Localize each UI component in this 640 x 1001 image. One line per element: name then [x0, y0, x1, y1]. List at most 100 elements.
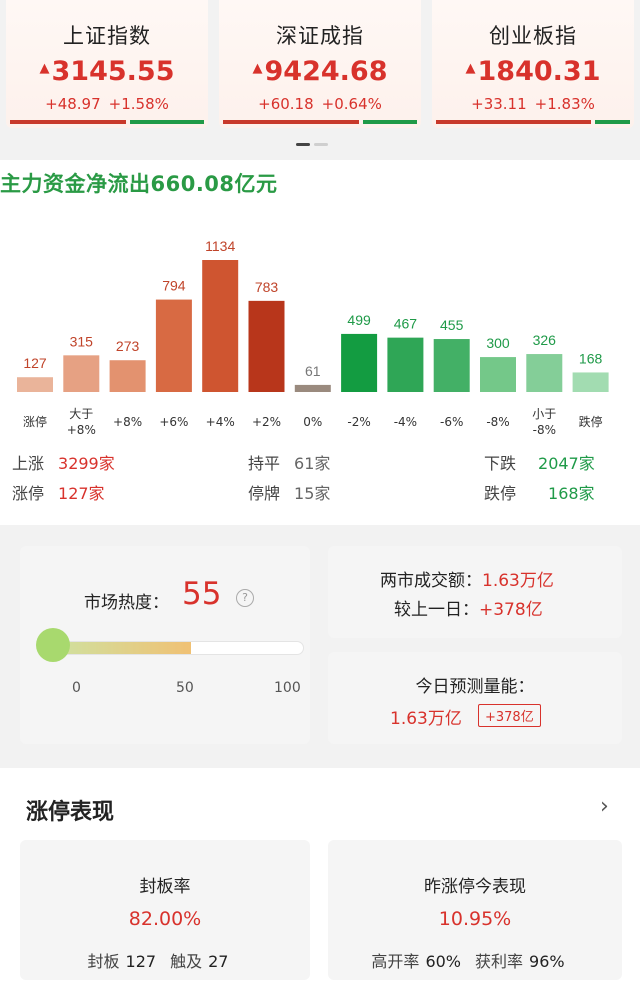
net-flow-title: 主力资金净流出660.08亿元 — [0, 172, 278, 196]
bar-9 — [433, 339, 470, 392]
category-label: -6% — [440, 415, 463, 429]
bar-value-label: 61 — [305, 363, 321, 379]
category-label: -8% — [533, 423, 556, 437]
limit-up-panel: 涨停表现 › 封板率 82.00% 封板 127 触及 27 昨涨停今表现 10.95… — [0, 768, 640, 1001]
breadth-bar — [10, 120, 204, 124]
turnover-row: 两市成交额：1.63万亿 — [380, 571, 554, 591]
index-changes: +48.97 +1.58% — [45, 95, 169, 113]
bar-4 — [202, 260, 239, 392]
stat-limit-down: 跌停 168家 — [484, 484, 595, 503]
index-name: 创业板指 — [489, 24, 577, 48]
prediction-badge: +378亿 — [478, 704, 541, 727]
breadth-bar — [436, 120, 630, 124]
category-label: +8% — [67, 423, 96, 437]
distribution-panel: 主力资金净流出660.08亿元 127 涨停 315 大于 +8% 273 +8% 794 +6… — [0, 160, 640, 525]
index-name: 上证指数 — [63, 24, 151, 48]
gauge-tick: 0 — [72, 680, 81, 696]
card-title: 昨涨停今表现 — [424, 877, 526, 897]
bar-11 — [526, 354, 563, 392]
yesterday-limit-up-card[interactable]: 昨涨停今表现 10.95% 高开率 60% 获利率 96% — [328, 840, 622, 980]
bar-value-label: 467 — [394, 316, 418, 332]
category-label: +4% — [206, 415, 235, 429]
bar-3 — [155, 299, 192, 392]
index-changes: +60.18 +0.64% — [258, 95, 382, 113]
bar-6 — [294, 384, 331, 392]
index-changes: +33.11 +1.83% — [471, 95, 595, 113]
market-heat-card[interactable]: 市场热度： 55 ? 0 50 100 — [20, 546, 310, 744]
category-label: +6% — [159, 415, 188, 429]
bar-2 — [109, 360, 146, 392]
index-cards: 上证指数 ▲3145.55 +48.97 +1.58% 深证成指 ▲9424.68… — [0, 0, 640, 135]
breadth-bar — [223, 120, 417, 124]
seal-rate-card[interactable]: 封板率 82.00% 封板 127 触及 27 — [20, 840, 310, 980]
category-label: +8% — [113, 415, 142, 429]
index-card-sz[interactable]: 深证成指 ▲9424.68 +60.18 +0.64% — [219, 0, 421, 128]
category-label: 跌停 — [579, 414, 603, 429]
category-label: +2% — [252, 415, 281, 429]
index-card-cyb[interactable]: 创业板指 ▲1840.31 +33.11 +1.83% — [432, 0, 634, 128]
index-value: ▲9424.68 — [252, 56, 388, 87]
carousel-dot[interactable] — [296, 143, 310, 146]
category-label: 0% — [303, 415, 322, 429]
bar-12 — [572, 372, 609, 392]
bar-value-label: 794 — [162, 278, 186, 294]
bar-10 — [480, 357, 516, 392]
heat-gauge-track — [54, 641, 304, 655]
gauge-tick: 50 — [176, 680, 194, 696]
help-icon[interactable]: ? — [236, 589, 254, 607]
category-label: 小于 — [532, 407, 556, 421]
heat-gauge-fill — [55, 642, 191, 654]
bar-value-label: 783 — [255, 279, 279, 295]
category-label: 大于 — [69, 407, 93, 421]
index-value: ▲1840.31 — [465, 56, 601, 87]
bar-value-label: 1134 — [205, 238, 235, 254]
heat-title: 市场热度： — [84, 593, 169, 613]
stat-flat: 持平 61家 — [248, 454, 331, 473]
carousel-dot[interactable] — [314, 143, 328, 146]
up-arrow-icon: ▲ — [39, 61, 50, 76]
prediction-title: 今日预测量能： — [415, 677, 535, 697]
bar-value-label: 273 — [116, 338, 140, 354]
bar-8 — [387, 337, 424, 392]
card-value: 82.00% — [128, 908, 202, 930]
section-title: 涨停表现 — [26, 800, 115, 825]
category-label: 涨停 — [23, 414, 47, 429]
index-value: ▲3145.55 — [39, 56, 175, 87]
stat-down: 下跌 2047家 — [484, 454, 595, 473]
stat-limit-up: 涨停 127家 — [12, 484, 105, 503]
card-title: 封板率 — [139, 877, 191, 897]
bar-0 — [17, 377, 53, 392]
bar-value-label: 315 — [70, 333, 94, 349]
bar-value-label: 168 — [579, 350, 603, 366]
bar-value-label: 300 — [486, 335, 510, 351]
bar-value-label: 499 — [347, 312, 371, 328]
stat-up: 上涨 3299家 — [12, 454, 115, 473]
bar-value-label: 455 — [440, 317, 464, 333]
prediction-value: 1.63万亿 — [390, 709, 462, 729]
card-breakdown: 封板 127 触及 27 — [87, 952, 229, 971]
bar-value-label: 326 — [533, 332, 557, 348]
turnover-change-row: 较上一日：+378亿 — [394, 600, 543, 620]
gauge-knob-icon — [36, 628, 70, 662]
chevron-right-icon[interactable]: › — [600, 794, 609, 819]
index-card-sh[interactable]: 上证指数 ▲3145.55 +48.97 +1.58% — [6, 0, 208, 128]
stat-suspend: 停牌 15家 — [248, 484, 331, 503]
carousel-dots[interactable] — [296, 143, 328, 146]
turnover-card[interactable]: 两市成交额：1.63万亿 较上一日：+378亿 — [328, 546, 622, 638]
bar-7 — [341, 333, 378, 392]
category-label: -8% — [486, 415, 509, 429]
bar-5 — [248, 300, 285, 392]
category-label: -4% — [394, 415, 417, 429]
heat-value: 55 — [182, 576, 222, 612]
up-arrow-icon: ▲ — [252, 61, 263, 76]
category-label: -2% — [347, 415, 370, 429]
card-value: 10.95% — [438, 908, 512, 930]
card-breakdown: 高开率 60% 获利率 96% — [371, 952, 565, 971]
distribution-chart: 127 涨停 315 大于 +8% 273 +8% 794 +6% 1134 +4% 783 +2% 61… — [17, 238, 609, 437]
predicted-volume-card[interactable]: 今日预测量能： 1.63万亿 +378亿 — [328, 652, 622, 744]
up-arrow-icon: ▲ — [465, 61, 476, 76]
bar-value-label: 127 — [23, 355, 47, 371]
index-name: 深证成指 — [276, 24, 364, 48]
gauge-tick: 100 — [274, 680, 301, 696]
bar-1 — [63, 355, 100, 392]
